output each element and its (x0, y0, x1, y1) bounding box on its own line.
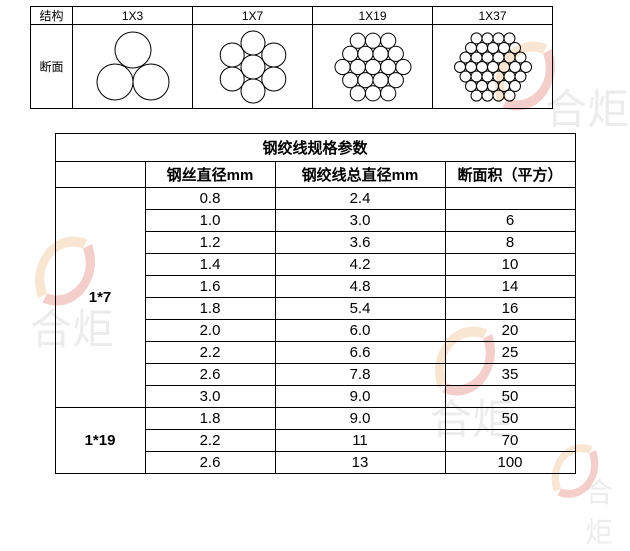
cell-td: 9.0 (275, 386, 445, 408)
table-row: 1*191.89.050 (55, 408, 575, 430)
cell-wd: 1.6 (145, 276, 275, 298)
cell-area: 35 (445, 364, 575, 386)
table-row: 1*70.82.4 (55, 188, 575, 210)
cell-wd: 3.0 (145, 386, 275, 408)
cell-td: 3.6 (275, 232, 445, 254)
structure-table: 结构 1X3 1X7 1X19 1X37 断面 (30, 6, 553, 109)
cell-wd: 2.2 (145, 342, 275, 364)
cell-area (445, 188, 575, 210)
cell-td: 2.4 (275, 188, 445, 210)
group-type: 1*7 (55, 188, 145, 408)
cell-area: 20 (445, 320, 575, 342)
cell-wd: 2.2 (145, 430, 275, 452)
cell-td: 4.2 (275, 254, 445, 276)
structure-header-label: 结构 (31, 7, 73, 25)
cell-area: 16 (445, 298, 575, 320)
cell-wd: 1.8 (145, 298, 275, 320)
cell-area: 70 (445, 430, 575, 452)
structure-body-label: 断面 (31, 25, 73, 109)
structure-col-1: 1X7 (193, 7, 313, 25)
group-type: 1*19 (55, 408, 145, 474)
cell-area: 100 (445, 452, 575, 474)
cell-area: 8 (445, 232, 575, 254)
spec-header-area: 断面积（平方） (445, 162, 575, 188)
cell-td: 6.0 (275, 320, 445, 342)
cell-wd: 1.0 (145, 210, 275, 232)
cell-wd: 2.6 (145, 364, 275, 386)
cell-area: 50 (445, 386, 575, 408)
spec-header-td: 钢绞线总直径mm (275, 162, 445, 188)
diagram-1x7 (193, 25, 313, 109)
cell-area: 14 (445, 276, 575, 298)
cell-td: 3.0 (275, 210, 445, 232)
cell-wd: 1.8 (145, 408, 275, 430)
cell-wd: 2.0 (145, 320, 275, 342)
diagram-1x3 (73, 25, 193, 109)
structure-col-2: 1X19 (313, 7, 433, 25)
structure-col-0: 1X3 (73, 7, 193, 25)
cell-area: 6 (445, 210, 575, 232)
cell-wd: 0.8 (145, 188, 275, 210)
cell-area: 50 (445, 408, 575, 430)
cell-td: 5.4 (275, 298, 445, 320)
spec-table: 钢绞线规格参数 钢丝直径mm 钢绞线总直径mm 断面积（平方） 1*70.82.… (55, 133, 576, 474)
diagram-1x37 (433, 25, 553, 109)
cell-wd: 1.2 (145, 232, 275, 254)
cell-area: 10 (445, 254, 575, 276)
watermark-text: 合炬 (585, 471, 630, 551)
cell-area: 25 (445, 342, 575, 364)
cell-td: 7.8 (275, 364, 445, 386)
cell-wd: 2.6 (145, 452, 275, 474)
spec-header-wd: 钢丝直径mm (145, 162, 275, 188)
spec-header-type (55, 162, 145, 188)
cell-td: 13 (275, 452, 445, 474)
cell-td: 6.6 (275, 342, 445, 364)
diagram-1x19 (313, 25, 433, 109)
spec-title: 钢绞线规格参数 (55, 134, 575, 162)
cell-td: 4.8 (275, 276, 445, 298)
cell-td: 11 (275, 430, 445, 452)
cell-td: 9.0 (275, 408, 445, 430)
cell-wd: 1.4 (145, 254, 275, 276)
structure-col-3: 1X37 (433, 7, 553, 25)
